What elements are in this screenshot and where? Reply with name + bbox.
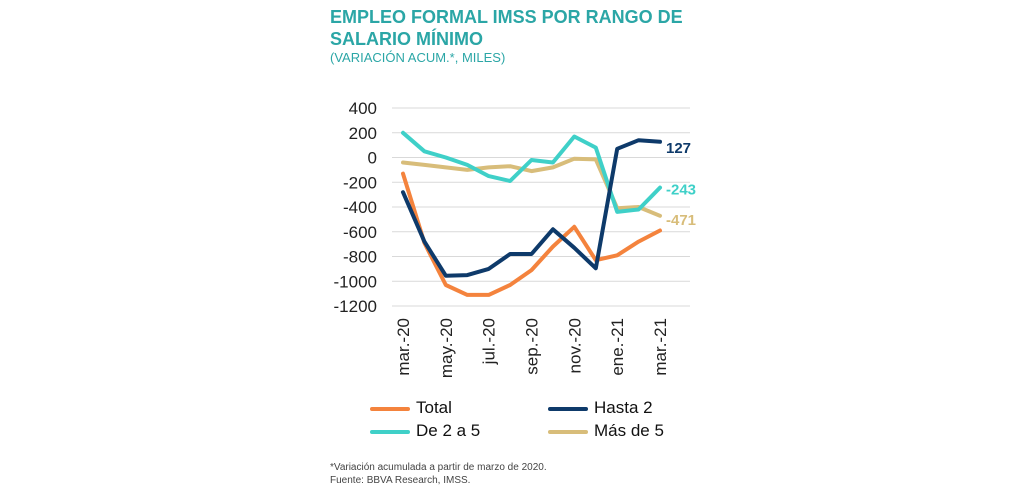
series-lines <box>401 130 662 297</box>
y-tick-label: -1000 <box>334 272 377 291</box>
x-tick-label: ene.-21 <box>608 318 627 376</box>
legend-label-mas-de-5: Más de 5 <box>594 421 664 440</box>
x-tick-label: mar.-21 <box>651 318 670 376</box>
legend-label-total: Total <box>416 398 452 417</box>
legend-label-hasta-2: Hasta 2 <box>594 398 653 417</box>
x-axis-tick-labels: mar.-20 may.-20 jul.-20 sep.-20 nov.-20 ene.-… <box>394 318 670 378</box>
footnote: *Variación acumulada a partir de marzo d… <box>330 462 547 473</box>
legend-swatch-hasta-2 <box>548 407 588 411</box>
y-tick-label: -600 <box>343 223 377 242</box>
legend-swatch-total <box>370 407 410 411</box>
y-tick-label: 0 <box>368 149 377 168</box>
x-tick-label: mar.-20 <box>394 318 413 376</box>
y-tick-label: 200 <box>349 124 377 143</box>
y-axis-tick-labels: 400 200 0 -200 -400 -600 -800 -1000 -1200 <box>334 99 377 316</box>
x-tick-label: may.-20 <box>437 318 456 378</box>
y-tick-label: -800 <box>343 248 377 267</box>
y-tick-label: 400 <box>349 99 377 118</box>
end-label-hasta-2: 127 <box>666 140 691 157</box>
x-tick-label: sep.-20 <box>523 318 542 375</box>
legend-swatch-de-2-a-5 <box>370 430 410 434</box>
gridlines <box>392 107 690 307</box>
legend-label-de-2-a-5: De 2 a 5 <box>416 421 481 440</box>
legend-swatch-mas-de-5 <box>548 430 588 434</box>
x-tick-label: jul.-20 <box>480 318 499 365</box>
y-tick-label: -400 <box>343 198 377 217</box>
chart-title: EMPLEO FORMAL IMSS POR RANGO DE SALARIO … <box>330 7 683 49</box>
series-end-labels: 127 -243 -471 <box>666 140 696 229</box>
series-line-total <box>401 171 662 297</box>
y-tick-label: -200 <box>343 173 377 192</box>
end-label-de-2-a-5: -243 <box>666 182 696 199</box>
end-label-mas-de-5: -471 <box>666 212 696 229</box>
x-tick-label: nov.-20 <box>565 318 584 373</box>
chart-subtitle: (VARIACIÓN ACUM.*, MILES) <box>330 50 506 65</box>
y-tick-label: -1200 <box>334 297 377 316</box>
source-note: Fuente: BBVA Research, IMSS. <box>330 475 471 486</box>
series-line-hasta-2 <box>401 138 662 278</box>
series-line-de-2-a-5 <box>401 130 662 214</box>
